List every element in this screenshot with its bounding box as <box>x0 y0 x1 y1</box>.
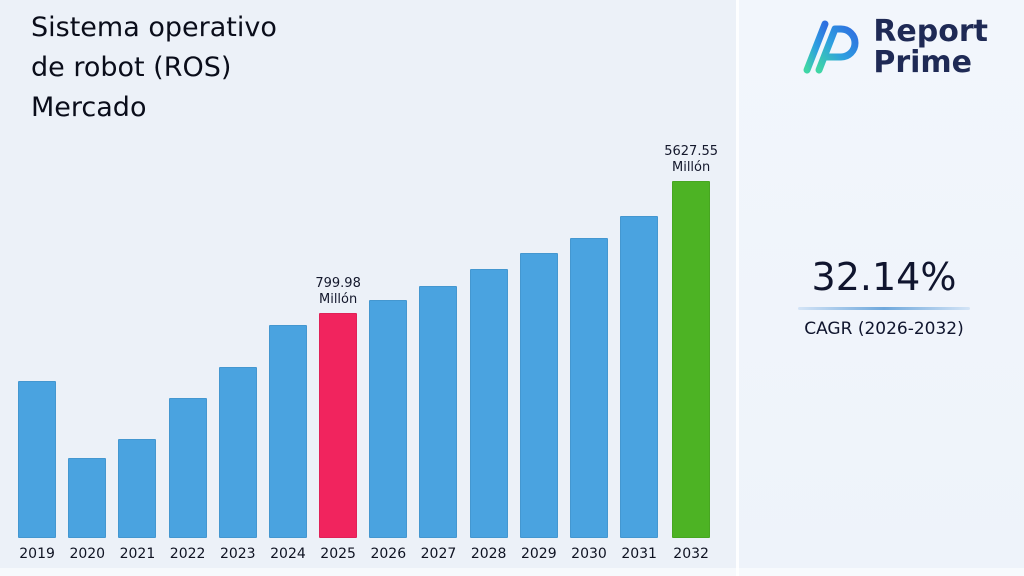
bar-column-2030: 2030 <box>564 238 614 562</box>
panel-divider <box>736 0 739 576</box>
bar-chart: 2019 2020 2021 2022 2023 2024 799.98 Millón 2025… <box>12 32 718 562</box>
x-tick-label-2021: 2021 <box>119 546 156 562</box>
page-title-line-2: de robot (ROS) <box>31 52 232 83</box>
x-tick-label-2024: 2024 <box>270 546 306 562</box>
bar-2024 <box>268 325 307 538</box>
bar-column-2020: 2020 <box>62 458 112 562</box>
bar-2020 <box>68 458 107 538</box>
bar-column-2025: 799.98 Millón 2025 <box>313 276 363 562</box>
bar-2027 <box>419 286 458 538</box>
bar-column-2032: 5627.55 Millón 2032 <box>664 144 718 562</box>
cagr-underline <box>798 307 970 310</box>
x-tick-label-2027: 2027 <box>420 546 457 562</box>
bar-column-2031: 2031 <box>614 216 664 562</box>
x-tick-label-2029: 2029 <box>520 546 557 562</box>
cagr-label: CAGR (2026-2032) <box>804 319 964 339</box>
x-tick-label-2028: 2028 <box>470 546 507 562</box>
logo-word-report: Report <box>873 14 988 49</box>
bar-column-2026: 2026 <box>363 300 413 562</box>
x-tick-label-2031: 2031 <box>621 546 657 562</box>
bar-column-2029: 2029 <box>514 253 564 562</box>
report-prime-logo-icon <box>803 20 859 74</box>
x-tick-label-2025: 2025 <box>320 546 356 562</box>
bar-column-2023: 2023 <box>213 367 263 562</box>
bar-2026 <box>369 300 408 538</box>
bar-2025 <box>319 313 358 538</box>
report-prime-logo: Report Prime <box>791 12 988 82</box>
bar-2021 <box>118 439 157 538</box>
cagr-value: 32.14% <box>811 255 957 299</box>
bar-2032 <box>672 181 711 538</box>
bar-2019 <box>18 381 57 538</box>
x-tick-label-2022: 2022 <box>169 546 206 562</box>
x-tick-label-2023: 2023 <box>219 546 256 562</box>
bar-2030 <box>569 238 608 538</box>
right-panel-background <box>739 0 1024 576</box>
report-prime-logo-text: Report Prime <box>873 16 988 78</box>
bar-2029 <box>519 253 558 538</box>
page-title-line-1: Sistema operativo <box>31 12 277 43</box>
bar-2031 <box>620 216 659 538</box>
bar-column-2028: 2028 <box>464 269 514 562</box>
bar-column-2024: 2024 <box>263 325 313 562</box>
bar-column-2019: 2019 <box>12 381 62 562</box>
bar-2028 <box>469 269 508 538</box>
x-tick-label-2019: 2019 <box>19 546 55 562</box>
page-title-line-3: Mercado <box>31 92 147 123</box>
bar-column-2022: 2022 <box>163 398 213 562</box>
x-tick-label-2032: 2032 <box>673 546 709 562</box>
bar-value-label-2032: 5627.55 Millón <box>664 144 718 175</box>
bottom-highlight-strip <box>0 568 1024 576</box>
bar-column-2027: 2027 <box>413 286 463 562</box>
bar-2023 <box>218 367 257 538</box>
bar-column-2021: 2021 <box>112 439 162 562</box>
x-tick-label-2030: 2030 <box>571 546 607 562</box>
bar-value-label-2025: 799.98 Millón <box>315 276 361 307</box>
page-title: Sistema operativo de robot (ROS) Mercado <box>31 8 277 128</box>
logo-word-prime: Prime <box>873 45 972 80</box>
x-tick-label-2020: 2020 <box>69 546 106 562</box>
x-tick-label-2026: 2026 <box>370 546 407 562</box>
cagr-panel: 32.14% CAGR (2026-2032) <box>798 255 970 339</box>
bar-2022 <box>168 398 207 538</box>
